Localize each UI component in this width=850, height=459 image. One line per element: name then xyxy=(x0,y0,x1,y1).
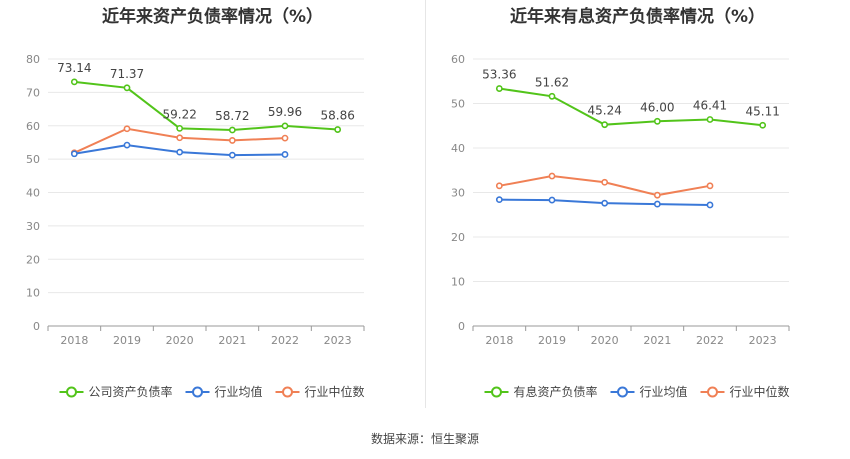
data-point xyxy=(123,84,131,92)
y-tick-label: 0 xyxy=(458,320,465,333)
data-label: 53.36 xyxy=(482,68,516,82)
data-point xyxy=(334,126,342,133)
y-tick-label: 40 xyxy=(451,142,465,155)
y-tick-label: 10 xyxy=(451,276,465,289)
chart-panel-debt-ratio: 近年来资产负债率情况（%） 0 10 20 30 40 50 60 70 80 2018 2019 2… xyxy=(0,0,425,410)
legend-marker xyxy=(66,386,77,398)
data-point xyxy=(495,196,503,204)
y-tick-label: 60 xyxy=(451,53,465,66)
chart-svg-debt-ratio: 0 10 20 30 40 50 60 70 80 2018 2019 2020 2021 2022 202… xyxy=(26,53,365,399)
legend-item: 公司资产负债率 xyxy=(59,384,173,399)
chart-svg-interest-debt-ratio: 0 10 20 30 40 50 60 2018 2019 2020 2021 2022 2023 53.… xyxy=(451,53,790,399)
chart-title: 近年来资产负债率情况（%） xyxy=(101,7,324,27)
x-tick-label: 2019 xyxy=(538,334,566,347)
data-point xyxy=(548,196,556,204)
y-tick-label: 30 xyxy=(451,187,465,200)
data-label: 59.96 xyxy=(268,105,302,119)
legend-label: 行业中位数 xyxy=(730,384,790,399)
data-point xyxy=(281,122,289,130)
x-tick-label: 2018 xyxy=(485,334,513,347)
chart-panel-interest-debt-ratio: 近年来有息资产负债率情况（%） 0 10 20 30 40 50 60 2018 2019 202… xyxy=(425,0,850,410)
data-point xyxy=(176,134,184,142)
panel-divider xyxy=(425,0,426,408)
legend-label: 有息资产负债率 xyxy=(514,384,598,399)
data-point xyxy=(176,148,184,156)
legend-item: 行业中位数 xyxy=(275,384,365,399)
data-source-footer: 数据来源：恒生聚源 xyxy=(370,432,479,446)
x-tick-label: 2021 xyxy=(643,334,671,347)
data-point xyxy=(548,92,556,100)
y-tick-label: 70 xyxy=(26,86,40,99)
chart-title: 近年来有息资产负债率情况（%） xyxy=(509,7,766,27)
legend-item: 行业均值 xyxy=(610,384,688,399)
series-line xyxy=(499,87,763,127)
data-label: 58.72 xyxy=(215,109,249,123)
x-tick-label: 2023 xyxy=(324,334,352,347)
data-point xyxy=(653,191,661,199)
data-point xyxy=(176,124,184,132)
data-point xyxy=(759,121,767,129)
legend-marker xyxy=(192,386,203,398)
x-tick-label: 2018 xyxy=(60,334,88,347)
legend-item: 有息资产负债率 xyxy=(484,384,598,399)
y-tick-label: 30 xyxy=(26,220,40,233)
y-tick-label: 60 xyxy=(26,120,40,133)
data-label: 45.11 xyxy=(745,104,779,118)
y-tick-label: 10 xyxy=(26,287,40,300)
legend-label: 公司资产负债率 xyxy=(89,384,173,399)
legend-label: 行业均值 xyxy=(215,384,263,399)
legend-marker xyxy=(282,386,293,398)
y-tick-label: 50 xyxy=(451,98,465,111)
y-tick-label: 20 xyxy=(26,253,40,266)
x-tick-label: 2020 xyxy=(591,334,619,347)
data-point xyxy=(228,126,236,134)
y-tick-label: 50 xyxy=(26,153,40,166)
data-point xyxy=(706,182,714,190)
data-point xyxy=(653,200,661,208)
legend-marker xyxy=(491,386,502,398)
data-point xyxy=(495,182,503,190)
data-point xyxy=(123,125,131,133)
data-point xyxy=(706,116,714,123)
data-point xyxy=(228,137,236,144)
data-label: 46.00 xyxy=(640,100,674,114)
data-label: 58.86 xyxy=(320,109,354,123)
x-tick-label: 2019 xyxy=(113,334,141,347)
data-point xyxy=(548,172,556,180)
data-label: 45.24 xyxy=(587,104,621,118)
data-label: 59.22 xyxy=(162,107,196,121)
y-tick-label: 80 xyxy=(26,53,40,66)
legend-label: 行业均值 xyxy=(640,384,688,399)
data-point xyxy=(601,178,609,186)
x-tick-label: 2020 xyxy=(166,334,194,347)
data-point xyxy=(123,141,131,149)
legend-label: 行业中位数 xyxy=(305,384,365,399)
data-point xyxy=(601,199,609,207)
data-label: 46.41 xyxy=(693,98,727,112)
legend-item: 行业均值 xyxy=(185,384,263,399)
series-line xyxy=(74,80,338,132)
data-label: 51.62 xyxy=(535,75,569,89)
data-point xyxy=(495,85,503,92)
data-point xyxy=(706,201,714,209)
data-label: 73.14 xyxy=(57,61,91,75)
data-point xyxy=(70,78,78,86)
x-tick-label: 2023 xyxy=(749,334,777,347)
legend-marker xyxy=(707,386,718,398)
data-point xyxy=(281,134,289,142)
data-point xyxy=(70,150,78,158)
data-point xyxy=(653,117,661,125)
data-point xyxy=(228,151,236,159)
y-tick-label: 0 xyxy=(33,320,40,333)
x-tick-label: 2022 xyxy=(696,334,724,347)
data-point xyxy=(281,151,289,158)
y-tick-label: 40 xyxy=(26,187,40,200)
legend-marker xyxy=(617,386,628,398)
data-label: 71.37 xyxy=(110,67,144,81)
legend-item: 行业中位数 xyxy=(700,384,790,399)
data-point xyxy=(601,121,609,129)
x-tick-label: 2022 xyxy=(271,334,299,347)
x-tick-label: 2021 xyxy=(218,334,246,347)
y-tick-label: 20 xyxy=(451,231,465,244)
